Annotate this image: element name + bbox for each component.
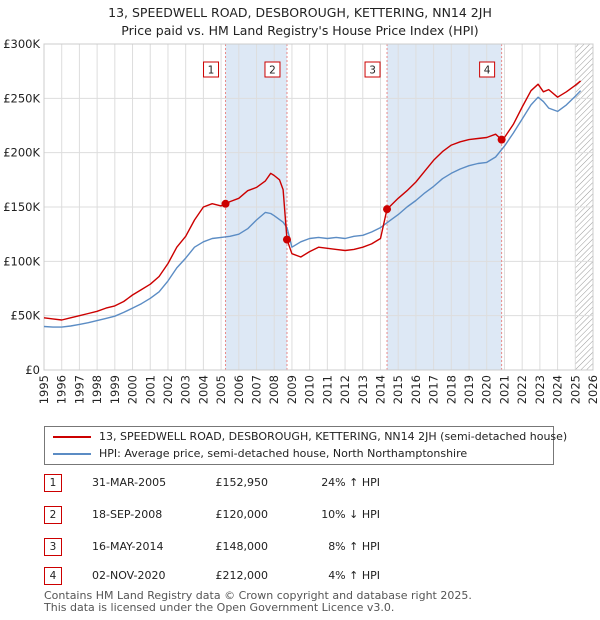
x-tick-label: 2013 xyxy=(356,375,370,404)
legend-swatch-property xyxy=(53,436,91,438)
y-tick-label: £0 xyxy=(25,363,40,377)
title-line-1: 13, SPEEDWELL ROAD, DESBOROUGH, KETTERIN… xyxy=(108,5,492,20)
legend-label-hpi: HPI: Average price, semi-detached house,… xyxy=(99,447,468,460)
plot-border xyxy=(43,43,594,371)
x-tick-label: 2002 xyxy=(161,375,175,404)
transaction-price: £152,950 xyxy=(215,476,269,489)
legend-item-property: 13, SPEEDWELL ROAD, DESBOROUGH, KETTERIN… xyxy=(53,429,567,445)
transaction-badge: 3 xyxy=(44,538,62,556)
x-tick-label: 2014 xyxy=(373,375,387,404)
x-tick-label: 2006 xyxy=(232,375,246,404)
transaction-marker-label-1: 1 xyxy=(208,65,215,77)
x-tick-label: 2007 xyxy=(250,375,264,404)
footer-line-1: Contains HM Land Registry data © Crown c… xyxy=(44,589,472,602)
transaction-badge: 1 xyxy=(44,474,62,492)
y-tick-label: £100K xyxy=(3,254,40,268)
x-tick-label: 2015 xyxy=(391,375,405,404)
transaction-hpi: 8% ↑ HPI xyxy=(328,540,380,553)
title-line-2: Price paid vs. HM Land Registry's House … xyxy=(121,23,479,38)
transaction-date: 31-MAR-2005 xyxy=(92,476,167,489)
transaction-hpi: 10% ↓ HPI xyxy=(321,508,380,521)
legend-label-property: 13, SPEEDWELL ROAD, DESBOROUGH, KETTERIN… xyxy=(99,430,568,443)
x-tick-label: 2022 xyxy=(515,375,529,404)
y-tick-label: £50K xyxy=(11,309,41,323)
x-tick-label: 2008 xyxy=(267,375,281,404)
transaction-price: £148,000 xyxy=(215,540,269,553)
x-tick-label: 2020 xyxy=(480,375,494,404)
transaction-date: 16-MAY-2014 xyxy=(92,540,164,553)
x-tick-label: 1997 xyxy=(72,375,86,404)
transaction-badge: 2 xyxy=(44,506,62,524)
transaction-marker-box-1 xyxy=(203,61,220,78)
transaction-row: 2 18-SEP-2008 £120,000 10% ↓ HPI xyxy=(44,506,564,524)
transaction-date: 18-SEP-2008 xyxy=(92,508,163,521)
transaction-hpi: 24% ↑ HPI xyxy=(321,476,380,489)
footer-attribution: Contains HM Land Registry data © Crown c… xyxy=(44,590,472,614)
transaction-marker-box-4 xyxy=(479,61,496,78)
legend-swatch-hpi xyxy=(53,453,91,455)
transaction-hpi: 4% ↑ HPI xyxy=(328,569,380,582)
x-tick-label: 2017 xyxy=(427,375,441,404)
legend-item-hpi: HPI: Average price, semi-detached house,… xyxy=(53,446,467,462)
x-tick-label: 2025 xyxy=(568,375,582,404)
transaction-marker-label-4: 4 xyxy=(484,65,491,77)
transaction-marker-label-2: 2 xyxy=(269,65,276,77)
x-tick-label: 2010 xyxy=(303,375,317,404)
chart-title: 13, SPEEDWELL ROAD, DESBOROUGH, KETTERIN… xyxy=(0,4,600,40)
x-tick-label: 2001 xyxy=(143,375,157,404)
transaction-price: £120,000 xyxy=(215,508,269,521)
chart-legend: 13, SPEEDWELL ROAD, DESBOROUGH, KETTERIN… xyxy=(44,426,567,465)
transaction-point-3 xyxy=(383,205,392,214)
x-tick-label: 2000 xyxy=(126,375,140,404)
transaction-row: 1 31-MAR-2005 £152,950 24% ↑ HPI xyxy=(44,474,564,492)
x-tick-label: 2018 xyxy=(444,375,458,404)
x-tick-label: 2009 xyxy=(285,375,299,404)
transaction-point-4 xyxy=(497,135,506,144)
transaction-point-2 xyxy=(282,235,291,244)
x-tick-label: 2005 xyxy=(214,375,228,404)
x-tick-label: 2019 xyxy=(462,375,476,404)
y-tick-label: £150K xyxy=(3,200,40,214)
footer-line-2: This data is licensed under the Open Gov… xyxy=(44,601,395,614)
transaction-marker-box-3 xyxy=(364,61,381,78)
transaction-row: 4 02-NOV-2020 £212,000 4% ↑ HPI xyxy=(44,567,564,585)
x-tick-label: 2004 xyxy=(196,375,210,404)
transaction-price: £212,000 xyxy=(215,569,269,582)
x-tick-label: 1995 xyxy=(37,375,51,404)
transaction-badge: 4 xyxy=(44,567,62,585)
x-tick-label: 2023 xyxy=(533,375,547,404)
x-tick-label: 2003 xyxy=(179,375,193,404)
x-tick-label: 1998 xyxy=(90,375,104,404)
transaction-marker-box-2 xyxy=(264,61,281,78)
x-tick-label: 1996 xyxy=(55,375,69,404)
x-tick-label: 2021 xyxy=(497,375,511,404)
transaction-row: 3 16-MAY-2014 £148,000 8% ↑ HPI xyxy=(44,538,564,556)
x-tick-label: 2012 xyxy=(338,375,352,404)
transaction-date: 02-NOV-2020 xyxy=(92,569,166,582)
x-tick-label: 2024 xyxy=(551,375,565,404)
series-line-hpi xyxy=(43,90,582,328)
x-tick-label: 1999 xyxy=(108,375,122,404)
y-tick-label: £250K xyxy=(3,91,40,105)
x-tick-label: 2026 xyxy=(586,375,600,404)
x-tick-label: 2016 xyxy=(409,375,423,404)
transaction-point-1 xyxy=(221,199,230,208)
transaction-marker-label-3: 3 xyxy=(369,65,376,77)
x-tick-label: 2011 xyxy=(320,375,334,404)
y-tick-label: £200K xyxy=(3,146,40,160)
y-tick-label: £300K xyxy=(3,37,40,51)
